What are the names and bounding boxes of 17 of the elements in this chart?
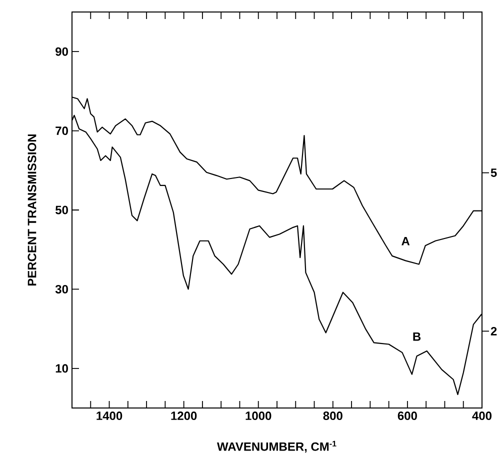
y-axis-title: PERCENT TRANSMISSION (28, 134, 36, 286)
x-tick-label: 400 (472, 412, 492, 420)
text: 5 (490, 168, 497, 177)
x-axis-title: WAVENUMBER, CM$^{-1}$ (216, 440, 336, 453)
x-tick-label: 1000 (246, 412, 272, 420)
series-label: A (402, 237, 410, 246)
x-tick-label: 1200 (171, 412, 197, 420)
y-tick-label: 90 (56, 47, 68, 56)
x-tick-label: 1400 (96, 412, 122, 420)
series-label: B (413, 332, 421, 341)
x-tick-label: 600 (398, 412, 417, 420)
y-tick-label: 50 (55, 206, 68, 214)
text: 2 (490, 326, 497, 336)
y-tick-label: 30 (55, 284, 68, 294)
y-tick-label: 70 (56, 126, 68, 136)
x-tick-label: 800 (323, 412, 342, 420)
y-tick-label: 10 (56, 364, 68, 373)
